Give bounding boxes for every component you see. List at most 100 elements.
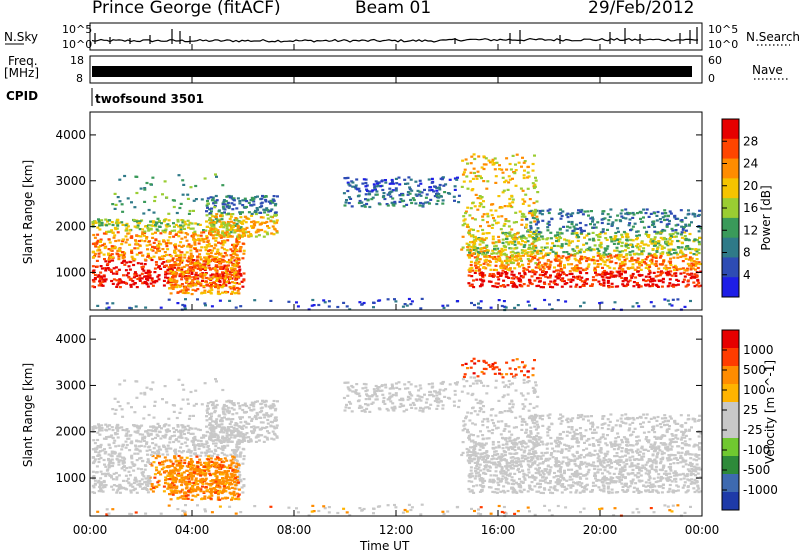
power-cell <box>497 278 501 281</box>
power-cell <box>209 251 213 255</box>
velocity-cell <box>130 461 134 464</box>
power-cell <box>275 231 279 234</box>
power-cell <box>599 246 603 249</box>
velocity-cell <box>227 486 230 489</box>
power-cell <box>589 217 593 220</box>
power-cell <box>571 248 575 251</box>
power-cell <box>168 232 172 235</box>
power-cell <box>663 238 667 241</box>
velocity-cell <box>135 440 139 443</box>
power-cell <box>161 255 164 258</box>
power-cell <box>483 255 487 258</box>
power-cell <box>172 205 176 209</box>
power-cell <box>644 258 648 261</box>
power-ytick-label: 1000 <box>55 265 86 279</box>
power-cell <box>483 274 487 277</box>
power-cell <box>531 270 535 273</box>
velocity-cell <box>101 449 105 452</box>
power-cell <box>210 245 214 248</box>
power-cell <box>482 266 485 269</box>
power-cell <box>497 195 501 198</box>
power-cell <box>391 203 395 206</box>
power-cell <box>592 255 596 259</box>
power-cell <box>180 289 184 292</box>
velocity-cell <box>225 481 229 485</box>
velocity-cell <box>227 487 231 490</box>
power-cell <box>473 218 477 221</box>
power-cell <box>624 212 628 215</box>
power-cell <box>109 269 113 272</box>
power-cell <box>92 255 96 259</box>
velocity-cell <box>154 443 158 446</box>
velocity-cell <box>202 434 205 437</box>
power-cell <box>600 221 604 225</box>
velocity-cell <box>235 492 239 495</box>
power-cell <box>620 273 623 276</box>
power-cell <box>653 230 657 233</box>
power-cell <box>203 264 207 267</box>
velocity-cell <box>125 432 129 435</box>
power-cell <box>523 215 527 218</box>
power-cell <box>573 268 577 271</box>
power-cell <box>194 184 198 188</box>
power-cell <box>579 271 583 275</box>
power-cell <box>399 198 403 201</box>
velocity-cell <box>103 448 106 451</box>
power-cell <box>586 210 590 213</box>
power-cell <box>534 223 538 226</box>
power-cell <box>605 238 609 241</box>
power-cell <box>465 225 469 228</box>
power-cell <box>481 273 485 277</box>
power-cell <box>177 258 181 261</box>
power-cell <box>237 272 241 275</box>
power-cell <box>618 255 622 258</box>
velocity-cell <box>109 461 113 464</box>
power-cell <box>123 259 126 262</box>
power-cell <box>565 251 569 254</box>
power-cell <box>220 260 224 263</box>
velocity-cell <box>208 495 212 498</box>
power-cell <box>238 211 242 214</box>
power-cell <box>548 252 552 255</box>
power-cell <box>549 231 553 234</box>
power-cell <box>199 284 203 287</box>
power-cell <box>149 183 153 186</box>
power-cell <box>92 233 96 237</box>
power-cell <box>218 273 221 276</box>
velocity-cell <box>116 429 120 432</box>
velocity-cell <box>116 424 120 427</box>
power-cell <box>517 277 521 280</box>
power-cell <box>226 201 230 204</box>
power-cell <box>231 256 235 259</box>
power-cell <box>107 248 111 251</box>
power-cell <box>498 250 502 253</box>
power-cell <box>518 265 521 268</box>
power-cell <box>196 234 200 237</box>
power-cell <box>473 171 476 175</box>
power-cell <box>270 232 274 235</box>
power-cell <box>181 221 185 224</box>
power-cell <box>139 187 143 190</box>
power-cell <box>237 240 241 244</box>
power-cell <box>229 215 233 218</box>
power-cell <box>514 169 518 172</box>
velocity-cell <box>214 461 218 465</box>
power-cell <box>199 269 203 272</box>
power-cell <box>513 267 517 270</box>
power-cell <box>644 243 648 246</box>
power-cell <box>587 258 591 261</box>
power-cell <box>232 199 236 202</box>
power-cell <box>647 254 651 257</box>
power-cell <box>220 265 224 268</box>
power-cell <box>217 218 221 221</box>
power-cell <box>149 220 153 223</box>
power-cell <box>514 163 517 166</box>
power-cell <box>506 188 510 191</box>
power-cell <box>630 259 634 262</box>
power-cell <box>107 223 111 226</box>
power-cell <box>533 273 537 276</box>
power-cell <box>398 183 402 186</box>
power-cell <box>115 270 119 273</box>
power-cell <box>530 258 534 261</box>
power-cell <box>186 197 190 200</box>
